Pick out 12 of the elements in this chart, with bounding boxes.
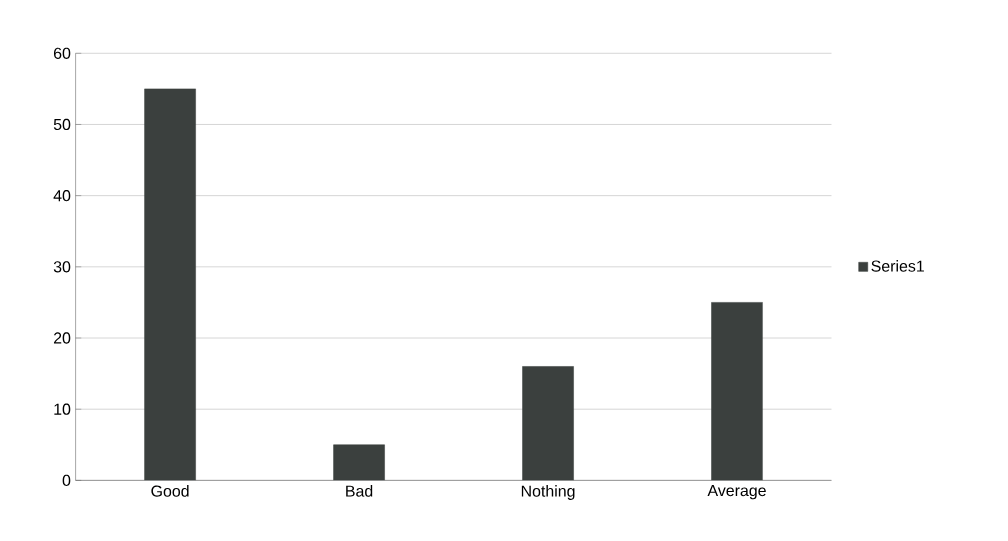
y-tick-label: 60: [53, 47, 71, 59]
x-tick-label: Nothing: [521, 485, 575, 501]
y-tick-label: 50: [53, 118, 71, 131]
x-tick-label: Average: [707, 485, 766, 500]
y-tick-label: 20: [53, 332, 71, 344]
y-tick-label: 40: [53, 190, 71, 202]
x-tick-label: Good: [151, 485, 189, 497]
y-tick-label: 0: [62, 474, 71, 487]
y-tick-label: 30: [53, 261, 71, 273]
x-tick-label: Bad: [346, 485, 373, 497]
y-tick-label: 10: [54, 403, 71, 415]
legend-label: Series1: [871, 260, 924, 272]
